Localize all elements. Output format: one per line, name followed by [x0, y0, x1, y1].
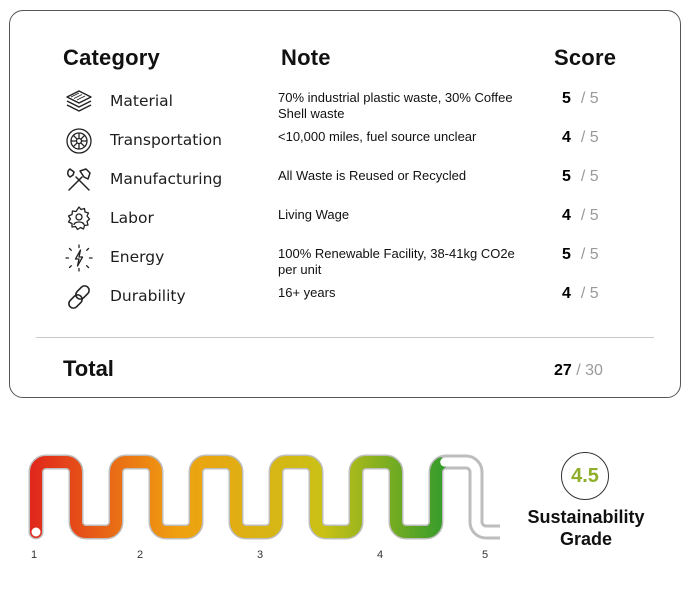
- row-score: 5/ 5: [562, 246, 599, 263]
- note-text: 16+ years: [278, 285, 336, 300]
- divider: [36, 337, 654, 338]
- tools-icon: [64, 165, 94, 195]
- table-row: Material 70% industrial plastic waste, 3…: [10, 87, 680, 125]
- table-row: Durability 16+ years 4/ 5: [10, 282, 680, 320]
- header-category: Category: [63, 45, 160, 70]
- energy-bolt-icon: [64, 243, 94, 273]
- table-row: Transportation <10,000 miles, fuel sourc…: [10, 126, 680, 164]
- table-row: Energy 100% Renewable Facility, 38-41kg …: [10, 243, 680, 281]
- sustainability-meter: [28, 454, 500, 540]
- note-text: <10,000 miles, fuel source unclear: [278, 129, 477, 144]
- header-note: Note: [281, 45, 331, 70]
- row-score: 5/ 5: [562, 90, 599, 107]
- chain-link-icon: [64, 282, 94, 312]
- note-text: Living Wage: [278, 207, 350, 222]
- note-text: All Waste is Reused or Recycled: [278, 168, 467, 183]
- row-score: 4/ 5: [562, 207, 599, 224]
- grade-badge: 4.5: [561, 452, 609, 500]
- meter-tick-label: 2: [137, 549, 144, 561]
- category-label: Manufacturing: [110, 170, 223, 188]
- layers-icon: [64, 87, 94, 117]
- category-label: Labor: [110, 209, 154, 227]
- table-row: Manufacturing All Waste is Reused or Rec…: [10, 165, 680, 203]
- worker-gear-icon: [64, 204, 94, 234]
- meter-tick-label: 5: [482, 549, 489, 561]
- meter-fill: [30, 456, 500, 538]
- total-score: 27 / 30: [554, 362, 603, 379]
- total-label: Total: [63, 356, 114, 381]
- table-row: Labor Living Wage 4/ 5: [10, 204, 680, 242]
- tire-icon: [64, 126, 94, 156]
- meter-tick-label: 3: [257, 549, 264, 561]
- note-text: 100% Renewable Facility, 38-41kg CO2e pe…: [278, 246, 515, 277]
- category-label: Energy: [110, 248, 165, 266]
- score-card: Category Note Score Material 70% industr…: [9, 10, 681, 398]
- category-label: Material: [110, 92, 173, 110]
- grade-caption: Sustainability Grade: [527, 507, 645, 549]
- meter-tick-label: 4: [377, 549, 384, 561]
- header-score: Score: [554, 45, 617, 70]
- meter-tick-label: 1: [31, 549, 38, 561]
- row-score: 5/ 5: [562, 168, 599, 185]
- note-text: 70% industrial plastic waste, 30% Coffee…: [278, 90, 513, 121]
- category-label: Durability: [110, 287, 186, 305]
- row-score: 4/ 5: [562, 129, 599, 146]
- category-label: Transportation: [110, 131, 222, 149]
- row-score: 4/ 5: [562, 285, 599, 302]
